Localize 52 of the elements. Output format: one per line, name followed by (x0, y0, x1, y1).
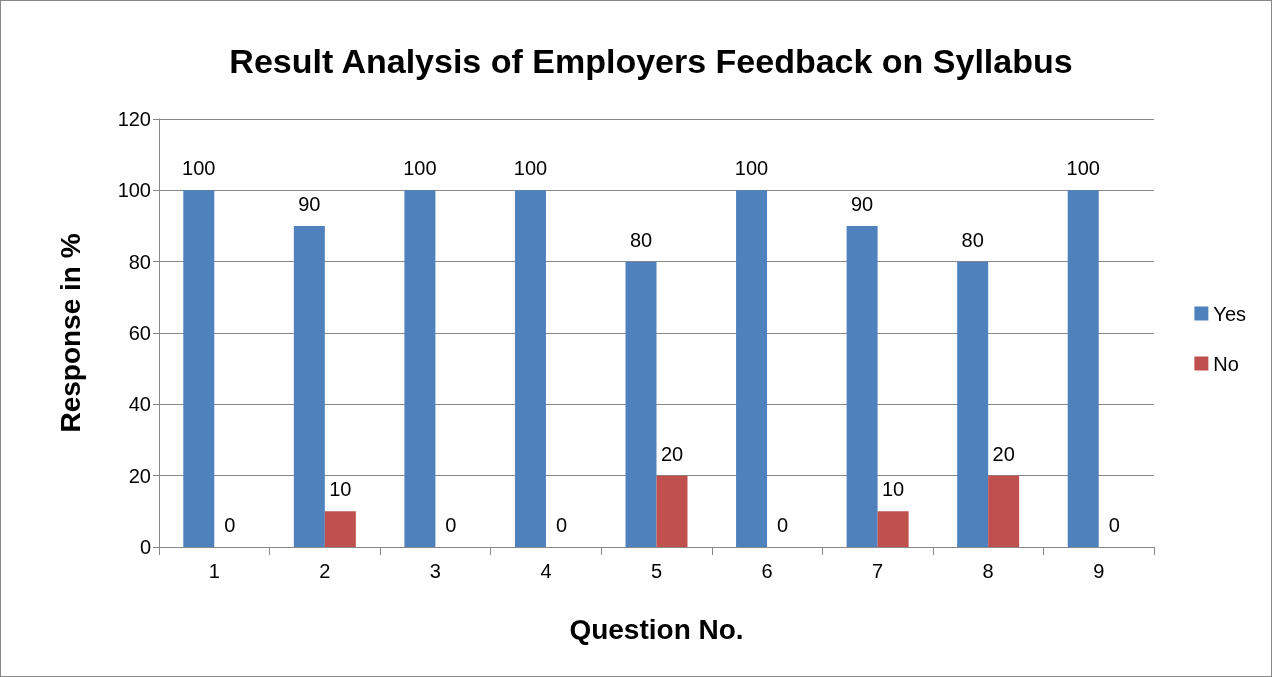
legend-label: Yes (1213, 302, 1247, 325)
data-label: 20 (660, 442, 684, 465)
chart-title: Result Analysis of Employers Feedback on Syllabus (229, 42, 1073, 80)
bar (736, 190, 768, 547)
x-tick-label: 4 (540, 560, 552, 582)
data-label: 80 (629, 228, 653, 251)
x-tick-label: 9 (1093, 560, 1105, 582)
data-label: 80 (961, 228, 984, 251)
bar (988, 475, 1020, 547)
data-label: 20 (992, 442, 1015, 465)
y-tick-label: 100 (117, 179, 151, 202)
bar (324, 511, 356, 547)
bar (404, 190, 436, 547)
data-label: 90 (298, 193, 321, 215)
bar (877, 511, 909, 547)
bar (846, 226, 878, 547)
bar (183, 190, 215, 547)
data-label: 0 (224, 514, 236, 536)
x-tick-label: 1 (208, 560, 220, 582)
y-tick-label: 60 (128, 322, 151, 344)
x-tick-label: 5 (650, 560, 663, 582)
data-label: 100 (734, 157, 769, 180)
bar (957, 261, 989, 547)
x-tick-label: 7 (872, 560, 884, 582)
bar (293, 226, 325, 547)
data-label: 100 (513, 157, 548, 180)
data-label: 10 (881, 478, 905, 501)
data-label: 100 (403, 157, 437, 180)
x-tick-label: 2 (319, 560, 331, 582)
bar (656, 475, 688, 547)
y-tick-label: 40 (128, 393, 151, 416)
y-tick-label: 0 (139, 536, 151, 558)
legend-label: No (1213, 352, 1239, 375)
x-tick-label: 8 (982, 560, 994, 582)
data-label: 10 (329, 478, 352, 501)
data-label: 0 (776, 514, 789, 536)
x-tick-label: 3 (429, 560, 441, 582)
data-label: 100 (1066, 157, 1100, 180)
data-label: 0 (445, 514, 457, 536)
data-label: 90 (850, 193, 874, 215)
data-label: 0 (1108, 514, 1120, 536)
bar (625, 261, 657, 547)
x-tick-label: 6 (761, 560, 773, 582)
y-axis-title: Response in % (54, 233, 86, 433)
bar (1067, 190, 1099, 547)
x-axis-title: Question No. (569, 613, 744, 645)
y-tick-label: 120 (117, 108, 151, 130)
bar (514, 190, 546, 547)
y-tick-label: 20 (128, 464, 151, 487)
data-label: 100 (182, 157, 216, 180)
y-tick-label: 80 (128, 250, 151, 273)
data-label: 0 (555, 514, 568, 536)
